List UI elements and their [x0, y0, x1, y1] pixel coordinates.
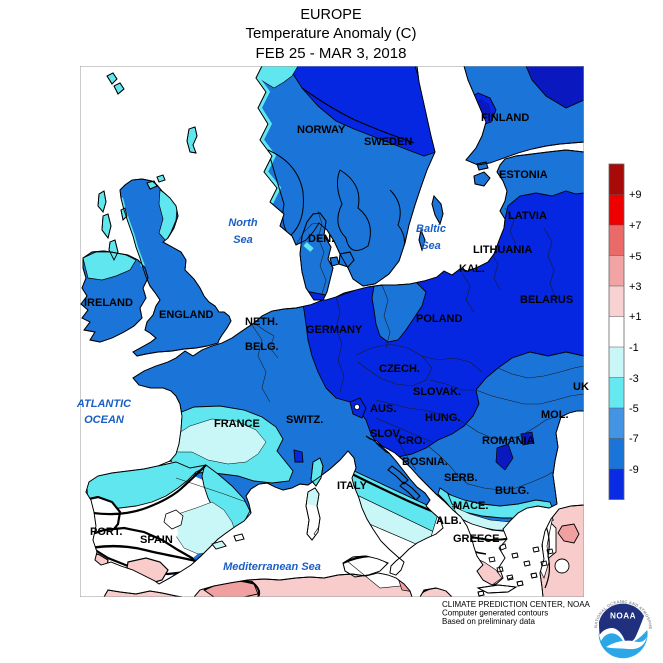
svg-text:ESTONIA: ESTONIA [499, 169, 548, 181]
svg-text:AUS.: AUS. [370, 403, 396, 415]
svg-text:OCEAN: OCEAN [84, 414, 125, 426]
svg-text:MOL.: MOL. [541, 409, 569, 421]
svg-text:-5: -5 [629, 403, 639, 415]
svg-text:SLOV.: SLOV. [370, 428, 402, 440]
svg-text:HUNG.: HUNG. [425, 412, 460, 424]
svg-text:Sea: Sea [421, 240, 441, 252]
svg-text:EUROPE: EUROPE [300, 7, 362, 23]
svg-text:BULG.: BULG. [495, 485, 529, 497]
svg-text:SERB.: SERB. [444, 472, 478, 484]
svg-text:ATLANTIC: ATLANTIC [76, 398, 132, 410]
svg-text:Mediterranean Sea: Mediterranean Sea [223, 561, 321, 573]
svg-text:BELG.: BELG. [245, 341, 279, 353]
svg-text:North: North [228, 217, 258, 229]
svg-text:ROMANIA: ROMANIA [482, 435, 535, 447]
svg-text:IRELAND: IRELAND [84, 297, 133, 309]
svg-text:ENGLAND: ENGLAND [159, 309, 213, 321]
svg-text:GREECE: GREECE [453, 533, 499, 545]
svg-text:FEB 25 - MAR 3, 2018: FEB 25 - MAR 3, 2018 [256, 45, 407, 62]
svg-text:+9: +9 [629, 189, 642, 201]
svg-text:PORT.: PORT. [90, 526, 122, 538]
svg-text:NETH.: NETH. [245, 316, 278, 328]
svg-text:NORWAY: NORWAY [297, 124, 346, 136]
svg-text:SWEDEN: SWEDEN [364, 136, 412, 148]
svg-text:POLAND: POLAND [416, 313, 463, 325]
svg-text:+1: +1 [629, 311, 642, 323]
svg-text:Sea: Sea [233, 234, 253, 246]
svg-text:DEN.: DEN. [308, 233, 334, 245]
svg-text:ITALY: ITALY [337, 480, 368, 492]
svg-text:Baltic: Baltic [416, 223, 446, 235]
svg-text:Computer generated contours: Computer generated contours [442, 609, 548, 618]
svg-text:CRO.: CRO. [398, 435, 426, 447]
svg-text:SPAIN: SPAIN [140, 534, 173, 546]
svg-text:FINLAND: FINLAND [481, 112, 529, 124]
svg-text:SLOVAK.: SLOVAK. [413, 386, 461, 398]
svg-text:LITHUANIA: LITHUANIA [473, 244, 532, 256]
svg-text:Temperature Anomaly (C): Temperature Anomaly (C) [246, 25, 417, 42]
svg-text:MACE.: MACE. [453, 500, 488, 512]
svg-text:+3: +3 [629, 281, 642, 293]
svg-text:Based on preliminary data: Based on preliminary data [442, 617, 535, 626]
svg-text:SWITZ.: SWITZ. [286, 414, 323, 426]
svg-text:+5: +5 [629, 251, 642, 263]
svg-text:UK: UK [573, 381, 589, 393]
svg-text:-7: -7 [629, 433, 639, 445]
svg-text:FRANCE: FRANCE [214, 418, 260, 430]
svg-text:CLIMATE PREDICTION CENTER, NOA: CLIMATE PREDICTION CENTER, NOAA [442, 600, 591, 609]
svg-text:-3: -3 [629, 373, 639, 385]
svg-text:GERMANY: GERMANY [306, 324, 363, 336]
svg-text:+7: +7 [629, 220, 642, 232]
svg-text:CZECH.: CZECH. [379, 363, 420, 375]
svg-text:BOSNIA.: BOSNIA. [402, 456, 448, 468]
svg-text:NOAA: NOAA [610, 612, 636, 621]
svg-text:KAL.: KAL. [459, 263, 485, 275]
svg-text:-1: -1 [629, 342, 639, 354]
svg-text:-9: -9 [629, 464, 639, 476]
svg-text:LATVIA: LATVIA [508, 210, 547, 222]
svg-text:ALB.: ALB. [436, 515, 462, 527]
svg-text:BELARUS: BELARUS [520, 294, 573, 306]
